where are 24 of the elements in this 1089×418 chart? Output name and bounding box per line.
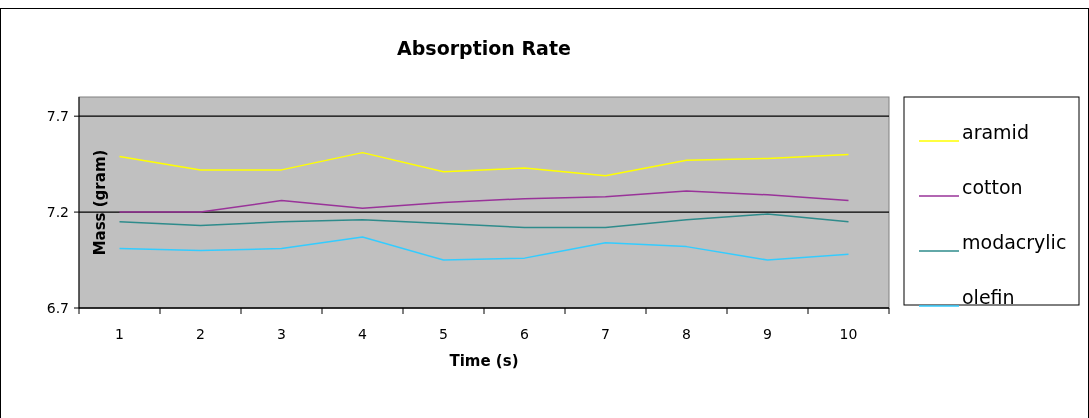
line-series <box>118 151 850 177</box>
x-tick-label: 2 <box>196 326 205 342</box>
x-tick-label: 1 <box>115 326 124 342</box>
legend-label: modacrylic <box>962 230 1067 253</box>
line-series <box>118 190 850 213</box>
y-axis-title: Mass (gram) <box>91 149 109 256</box>
y-tick-label: 7.7 <box>46 108 69 125</box>
x-axis-title: Time (s) <box>449 352 519 370</box>
x-tick-label: 8 <box>682 326 691 342</box>
y-tick-label: 6.7 <box>46 299 69 316</box>
x-tick-label: 4 <box>358 326 368 342</box>
legend-label: olefin <box>962 285 1015 308</box>
x-tick-label: 7 <box>601 326 610 342</box>
line-series <box>118 213 850 229</box>
x-tick-label: 10 <box>839 326 858 342</box>
x-tick-label: 9 <box>763 326 772 342</box>
chart-title: Absorption Rate <box>397 37 571 59</box>
x-tick-label: 5 <box>439 326 448 342</box>
y-tick-label: 7.2 <box>46 203 69 220</box>
line-series <box>118 236 850 261</box>
legend-label: cotton <box>962 175 1023 198</box>
x-tick-label: 3 <box>277 326 286 342</box>
x-tick-label: 6 <box>520 326 530 342</box>
legend-label: aramid <box>962 120 1029 143</box>
